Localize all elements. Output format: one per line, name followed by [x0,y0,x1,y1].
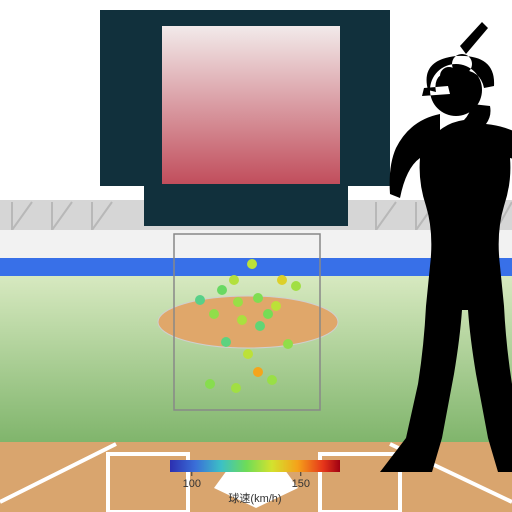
colorbar-tick-label: 100 [183,478,201,490]
pitch-marker [253,367,263,377]
pitch-marker [209,309,219,319]
pitch-marker [253,293,263,303]
pitch-location-chart: 100 150 球速(km/h) [0,0,512,512]
pitch-marker [221,337,231,347]
pitch-marker [247,259,257,269]
pitch-marker [231,383,241,393]
colorbar [170,460,340,472]
scoreboard-screen [162,26,340,184]
pitchers-mound [158,296,338,348]
pitch-marker [271,301,281,311]
pitch-marker [263,309,273,319]
pitch-marker [283,339,293,349]
pitch-marker [237,315,247,325]
pitch-marker [205,379,215,389]
pitch-marker [243,349,253,359]
pitch-marker [277,275,287,285]
pitch-marker [233,297,243,307]
pitch-marker [267,375,277,385]
pitch-marker [217,285,227,295]
pitch-marker [291,281,301,291]
colorbar-label: 球速(km/h) [228,491,281,505]
pitch-marker [229,275,239,285]
pitch-marker [195,295,205,305]
pitch-marker [255,321,265,331]
scoreboard-base [144,186,348,226]
colorbar-tick-label: 150 [292,478,310,490]
